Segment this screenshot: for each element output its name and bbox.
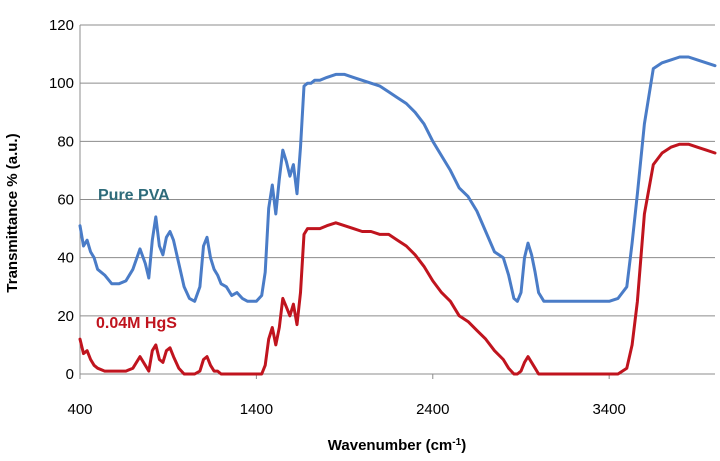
series-label-pure-pva: Pure PVA [98, 187, 170, 204]
x-tick-label-400: 400 [67, 401, 92, 418]
series-group [78, 55, 717, 376]
y-tick-label-120: 120 [49, 17, 74, 34]
x-tick-label-3400: 3400 [592, 401, 625, 418]
series-label-hgs: 0.04M HgS [96, 315, 177, 332]
y-tick-label-60: 60 [57, 192, 74, 209]
series-labels: Pure PVA 0.04M HgS [96, 187, 177, 332]
y-tick-label-80: 80 [57, 133, 74, 150]
series-line-hgs [78, 142, 717, 376]
x-axis-label-sup: -1 [452, 437, 461, 448]
y-tick-label-40: 40 [57, 250, 74, 267]
x-tick-label-2400: 2400 [416, 401, 449, 418]
y-tick-label-100: 100 [49, 75, 74, 92]
x-axis-label: Wavenumber (cm-1) [328, 437, 466, 455]
grid-lines [80, 24, 715, 317]
x-axis-label-main: Wavenumber (cm [328, 437, 452, 454]
y-axis-label: Transmittance % (a.u.) [4, 133, 21, 292]
y-tick-label-20: 20 [57, 308, 74, 325]
y-tick-label-0: 0 [66, 366, 74, 383]
x-tick-label-1400: 1400 [240, 401, 273, 418]
series-line-pure-pva [78, 55, 717, 303]
x-axis-label-close: ) [461, 437, 466, 454]
tick-labels: 0 20 40 60 80 100 120 400 1400 2400 3400 [49, 17, 626, 418]
